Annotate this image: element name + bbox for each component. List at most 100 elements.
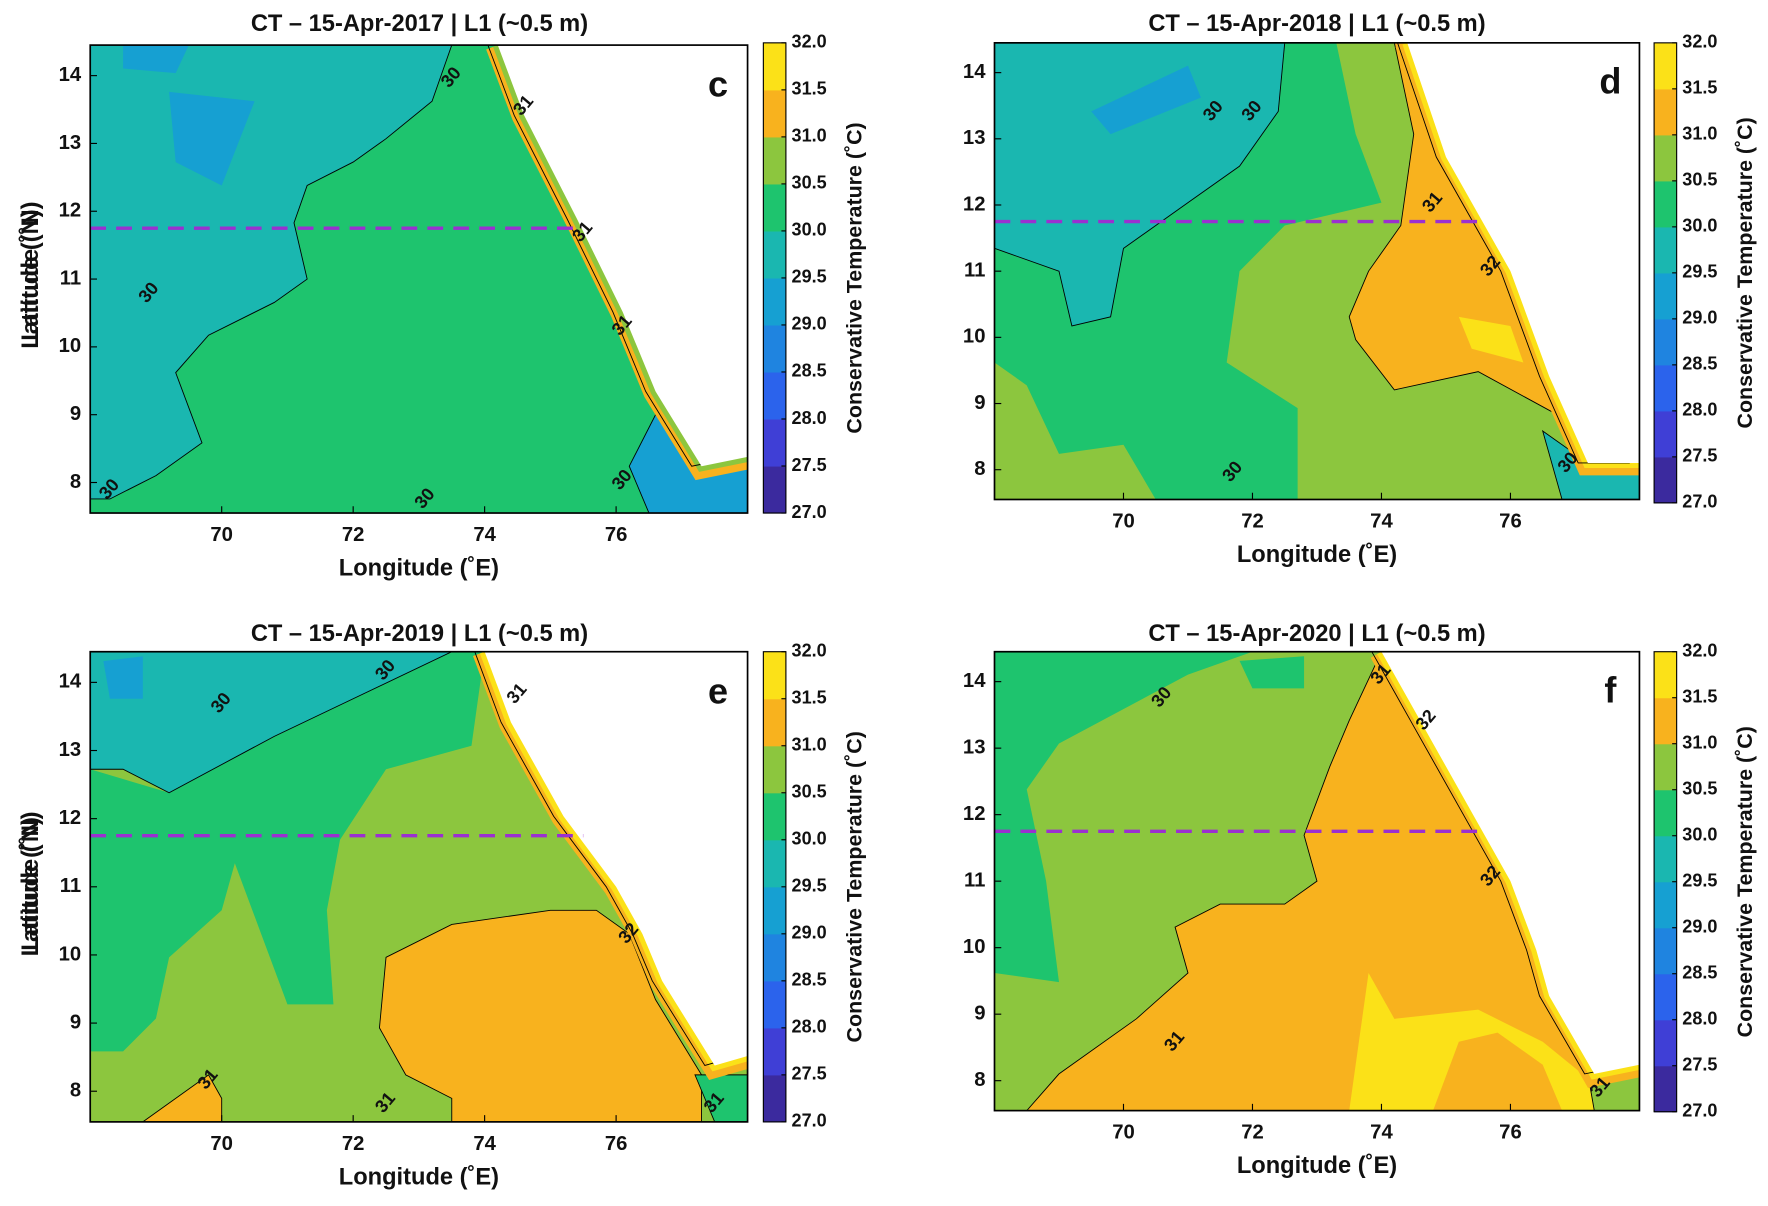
y-axis-label: Latitude (˚N) <box>18 202 44 341</box>
field-patch <box>994 362 1156 500</box>
colorbar-band <box>1654 1065 1677 1113</box>
colorbar-tick-label: 28.0 <box>1682 1008 1717 1028</box>
colorbar-band <box>1654 697 1677 745</box>
colorbar-tick-label: 28.5 <box>1682 962 1717 982</box>
colorbar-band <box>763 839 786 888</box>
y-tick-label: 14 <box>963 670 986 692</box>
y-tick-label: 12 <box>963 803 986 825</box>
colorbar-band <box>1654 226 1677 274</box>
contour-line <box>487 45 738 467</box>
colorbar-tick-label: 31.5 <box>1682 78 1717 98</box>
x-axis-label: Longitude (˚E) <box>1237 542 1397 568</box>
colorbar-band <box>763 183 786 232</box>
panel-title: CT – 15-Apr-2019 | L1 (~0.5 m) <box>251 621 588 647</box>
colorbar-band <box>1654 180 1677 228</box>
y-tick-label: 9 <box>974 392 985 414</box>
x-axis-label: Longitude (˚E) <box>339 556 499 582</box>
colorbar-band <box>1654 927 1677 975</box>
colorbar-band <box>763 980 786 1029</box>
colorbar-band <box>763 324 786 373</box>
colorbar-tick-label: 29.0 <box>1682 916 1717 936</box>
field-patch <box>994 651 1253 983</box>
x-tick-label: 74 <box>473 1133 496 1155</box>
y-tick-label: 13 <box>59 739 82 761</box>
y-axis-label: Latitude (˚N) <box>18 812 44 951</box>
x-axis-label: Longitude (˚E) <box>1237 1153 1397 1179</box>
panel-title: CT – 15-Apr-2017 | L1 (~0.5 m) <box>251 11 588 37</box>
x-tick-label: 72 <box>342 1133 365 1155</box>
colorbar-tick-label: 28.0 <box>792 408 827 428</box>
colorbar-tick-label: 27.0 <box>792 1111 827 1131</box>
colorbar-band <box>763 42 786 91</box>
colorbar-band <box>763 89 786 138</box>
colorbar-band <box>1654 318 1677 366</box>
colorbar-tick-label: 29.0 <box>792 314 827 334</box>
contour-line <box>1397 42 1630 464</box>
y-tick-label: 14 <box>963 61 986 83</box>
colorbar-tick-label: 30.5 <box>1682 170 1717 190</box>
colorbar-band <box>763 230 786 279</box>
y-tick-label: 10 <box>59 335 82 357</box>
land <box>1381 651 1640 1111</box>
y-tick-label: 13 <box>59 132 82 154</box>
panel-label: d <box>1599 60 1621 101</box>
colorbar-band <box>763 1027 786 1076</box>
colorbar-band <box>763 371 786 420</box>
colorbar-band <box>1654 1019 1677 1067</box>
y-tick-label: 11 <box>60 267 81 289</box>
x-tick-label: 76 <box>605 1133 628 1155</box>
y-tick-label: 8 <box>974 1069 985 1091</box>
land <box>1407 42 1640 500</box>
colorbar-band <box>763 136 786 185</box>
colorbar-label: Conservative Temperature (˚C) <box>1733 726 1757 1037</box>
colorbar-tick-label: 29.5 <box>792 876 827 896</box>
colorbar-tick-label: 32.0 <box>1682 32 1717 52</box>
colorbar-tick-label: 32.0 <box>792 32 827 52</box>
field-patch <box>1433 1032 1563 1111</box>
colorbar-tick-label: 27.0 <box>792 502 827 522</box>
colorbar-tick-label: 31.0 <box>1682 732 1717 752</box>
colorbar-band <box>1654 881 1677 929</box>
y-axis-label: Latitude (˚N) <box>18 209 44 348</box>
panel-label: c <box>708 64 728 105</box>
y-tick-label: 9 <box>70 403 81 425</box>
colorbar-band <box>1654 42 1677 90</box>
y-tick-label: 12 <box>963 193 986 215</box>
colorbar-band <box>1654 743 1677 791</box>
colorbar-band <box>1654 789 1677 837</box>
colorbar-band <box>763 698 786 747</box>
y-tick-label: 10 <box>963 326 986 348</box>
x-tick-label: 74 <box>1370 1122 1393 1144</box>
x-tick-label: 70 <box>1112 1122 1135 1144</box>
colorbar-tick-label: 32.0 <box>1682 640 1717 660</box>
x-axis-label: Longitude (˚E) <box>339 1165 499 1191</box>
colorbar-band <box>763 651 786 700</box>
colorbar-tick-label: 31.0 <box>792 126 827 146</box>
field-patch <box>142 1074 223 1122</box>
colorbar-tick-label: 32.0 <box>792 640 827 660</box>
y-tick-label: 8 <box>70 471 81 493</box>
colorbar-tick-label: 28.5 <box>1682 354 1717 374</box>
y-tick-label: 14 <box>59 671 82 693</box>
colorbar-tick-label: 31.0 <box>792 735 827 755</box>
panel-label: e <box>708 671 728 712</box>
x-tick-label: 74 <box>473 524 496 546</box>
field-patch <box>994 651 1382 1111</box>
field-patch <box>1458 316 1524 363</box>
field-patch <box>90 651 485 1052</box>
field-patch <box>123 45 189 74</box>
field-patch <box>1091 65 1201 135</box>
y-tick-label: 11 <box>964 870 985 892</box>
colorbar-tick-label: 30.5 <box>792 782 827 802</box>
colorbar-tick-label: 27.0 <box>1682 1101 1717 1121</box>
colorbar-tick-label: 28.5 <box>792 361 827 381</box>
colorbar-tick-label: 31.0 <box>1682 124 1717 144</box>
contour-line <box>474 651 738 1066</box>
